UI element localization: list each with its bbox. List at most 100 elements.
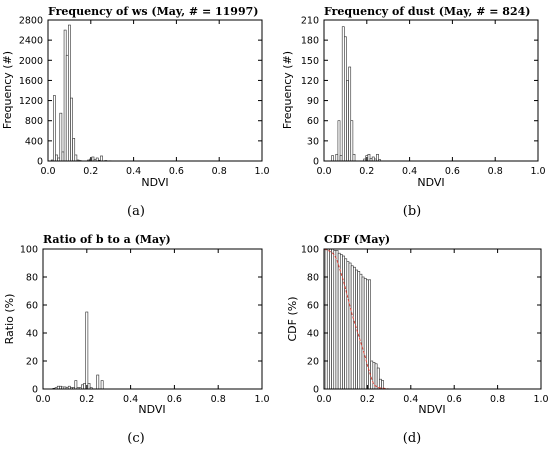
panel-a-y-tick-label: 400 — [25, 136, 43, 147]
panel-d-bar — [324, 248, 328, 390]
panel-d-x-tick-label: 0.8 — [490, 394, 505, 405]
panel-b-x-ticks: 0.0 0.2 0.4 0.6 0.8 1.0 — [316, 20, 546, 177]
panel-d-y-tick-label: 20 — [307, 357, 319, 368]
panel-b-x-tick-label: 0.8 — [488, 166, 503, 177]
panel-c-x-ticks: 0.0 0.2 0.4 0.6 0.8 1.0 — [35, 249, 270, 405]
panel-a-x-tick-label: 0.8 — [212, 166, 227, 177]
panel-b-x-tick-label: 1.0 — [530, 166, 545, 177]
panel-c-bar — [85, 311, 89, 390]
panel-d-bar — [337, 252, 341, 390]
panel-b-bar — [352, 153, 356, 162]
panel-d-x-tick-label: 0.4 — [403, 394, 418, 405]
panel-c-y-ticks: 0 20 40 60 80 100 — [20, 245, 262, 396]
panel-a-bar — [65, 54, 69, 162]
panel-d-bar — [329, 248, 332, 390]
panel-d-y-ticks: 0 20 40 60 80 100 — [301, 245, 541, 396]
panel-b-y-tick-label: 90 — [307, 96, 319, 107]
panel-c-bar — [83, 383, 87, 390]
panel-a-y-tick-label: 1600 — [19, 76, 43, 87]
panel-a-bar — [63, 29, 67, 162]
panel-b-y-label: Frequency (#) — [281, 51, 294, 129]
panel-b-frame — [323, 19, 539, 162]
panel-a-bar — [91, 156, 95, 162]
panel-a-y-tick-label: 2800 — [19, 16, 43, 27]
panel-d-bar — [361, 276, 365, 390]
panel-a-y-tick-label: 2000 — [19, 56, 43, 67]
panel-b-x-tick-label: 0.2 — [359, 166, 374, 177]
panel-b-bars — [331, 26, 382, 162]
panel-b-title: Frequency of dust (May, # = 824) — [324, 5, 530, 18]
panel-a-y-tick-label: 2400 — [19, 36, 43, 47]
panel-b-bar — [337, 120, 341, 162]
panel-a-bar — [59, 112, 63, 162]
panel-d-y-tick-label: 40 — [307, 329, 319, 340]
panel-a-bars — [50, 24, 112, 162]
panel-c-x-label: NDVI — [138, 403, 165, 416]
panel-c-y-label: Ratio (%) — [3, 294, 16, 345]
panel-d-bar — [366, 279, 369, 390]
panel-c-bar — [100, 380, 104, 390]
panel-b-y-tick-label: 210 — [301, 16, 319, 27]
panel-d-bar — [346, 261, 350, 390]
panel-d-x-label: NDVI — [418, 403, 445, 416]
panel-c-caption: (c) — [127, 431, 144, 446]
panel-d-bar — [376, 367, 380, 390]
panel-d-bar — [357, 271, 361, 390]
panel-b-bar — [348, 66, 352, 162]
panel-d-bar — [333, 250, 337, 390]
panel-d-x-tick-label: 0.2 — [360, 394, 375, 405]
panel-b-bar — [346, 80, 349, 162]
panel-d-bar — [352, 266, 356, 390]
panel-b-x-tick-label: 0.0 — [316, 166, 331, 177]
panel-d-cdf-curve — [323, 248, 541, 390]
panel-a-bar — [61, 151, 65, 162]
panel-d-bars — [324, 248, 384, 390]
panel-d-bar — [344, 258, 348, 390]
panel-c-frame — [42, 248, 263, 390]
panel-d-bar — [370, 360, 374, 390]
panel-a-bar — [74, 154, 78, 162]
panel-b-y-tick-label: 150 — [301, 56, 319, 67]
panel-a-bar — [53, 95, 56, 162]
panel-d-bar — [326, 248, 330, 390]
panel-c-bar — [96, 374, 100, 390]
panel-d-y-tick-label: 60 — [307, 301, 319, 312]
panel-a-y-ticks: 0 400 800 1200 1600 2000 2400 2800 — [19, 16, 262, 168]
panel-a-y-label: Frequency (#) — [1, 51, 14, 129]
panel-b-x-label: NDVI — [417, 176, 444, 189]
panel-b: Frequency of dust (May, # = 824) 0 30 60 90… — [281, 5, 546, 219]
panel-a-bar — [100, 155, 103, 162]
panel-a-caption: (a) — [127, 204, 145, 219]
panel-a-bar — [68, 24, 71, 162]
panel-d-y-tick-label: 100 — [301, 245, 319, 256]
panel-d-cdf-line — [323, 248, 541, 390]
panel-b-y-tick-label: 120 — [301, 76, 319, 87]
panel-d-y-label: CDF (%) — [286, 296, 299, 341]
panel-d-bar — [335, 250, 339, 390]
panel-a-x-tick-label: 1.0 — [254, 166, 269, 177]
panel-c-x-tick-label: 0.8 — [211, 394, 226, 405]
panel-c-bar — [87, 383, 91, 390]
panel-d-bar — [342, 255, 345, 390]
panel-a-bar — [72, 138, 76, 162]
panel-c-x-tick-label: 0.4 — [123, 394, 138, 405]
panel-c-y-tick-label: 80 — [26, 273, 38, 284]
panel-a-bar — [55, 154, 58, 162]
panel-a-title: Frequency of ws (May, # = 11997) — [48, 5, 258, 18]
panel-d-x-tick-label: 1.0 — [533, 394, 548, 405]
panel-c-x-tick-label: 1.0 — [254, 394, 269, 405]
panel-c-x-tick-label: 0.2 — [79, 394, 94, 405]
panel-a-frame — [47, 19, 263, 162]
panel-a: Frequency of ws (May, # = 11997) 0 400 800… — [1, 5, 270, 219]
panel-b-bar — [341, 26, 345, 162]
panel-b-x-tick-label: 0.6 — [445, 166, 460, 177]
panel-c-x-tick-label: 0.6 — [167, 394, 182, 405]
panel-c-x-tick-label: 0.0 — [35, 394, 50, 405]
panel-b-bar — [331, 155, 334, 162]
panel-a-x-label: NDVI — [141, 176, 168, 189]
panel-c-bar — [74, 380, 78, 390]
panel-a-y-tick-label: 1200 — [19, 96, 43, 107]
panel-b-caption: (b) — [403, 204, 421, 219]
panel-c-title: Ratio of b to a (May) — [43, 233, 171, 246]
